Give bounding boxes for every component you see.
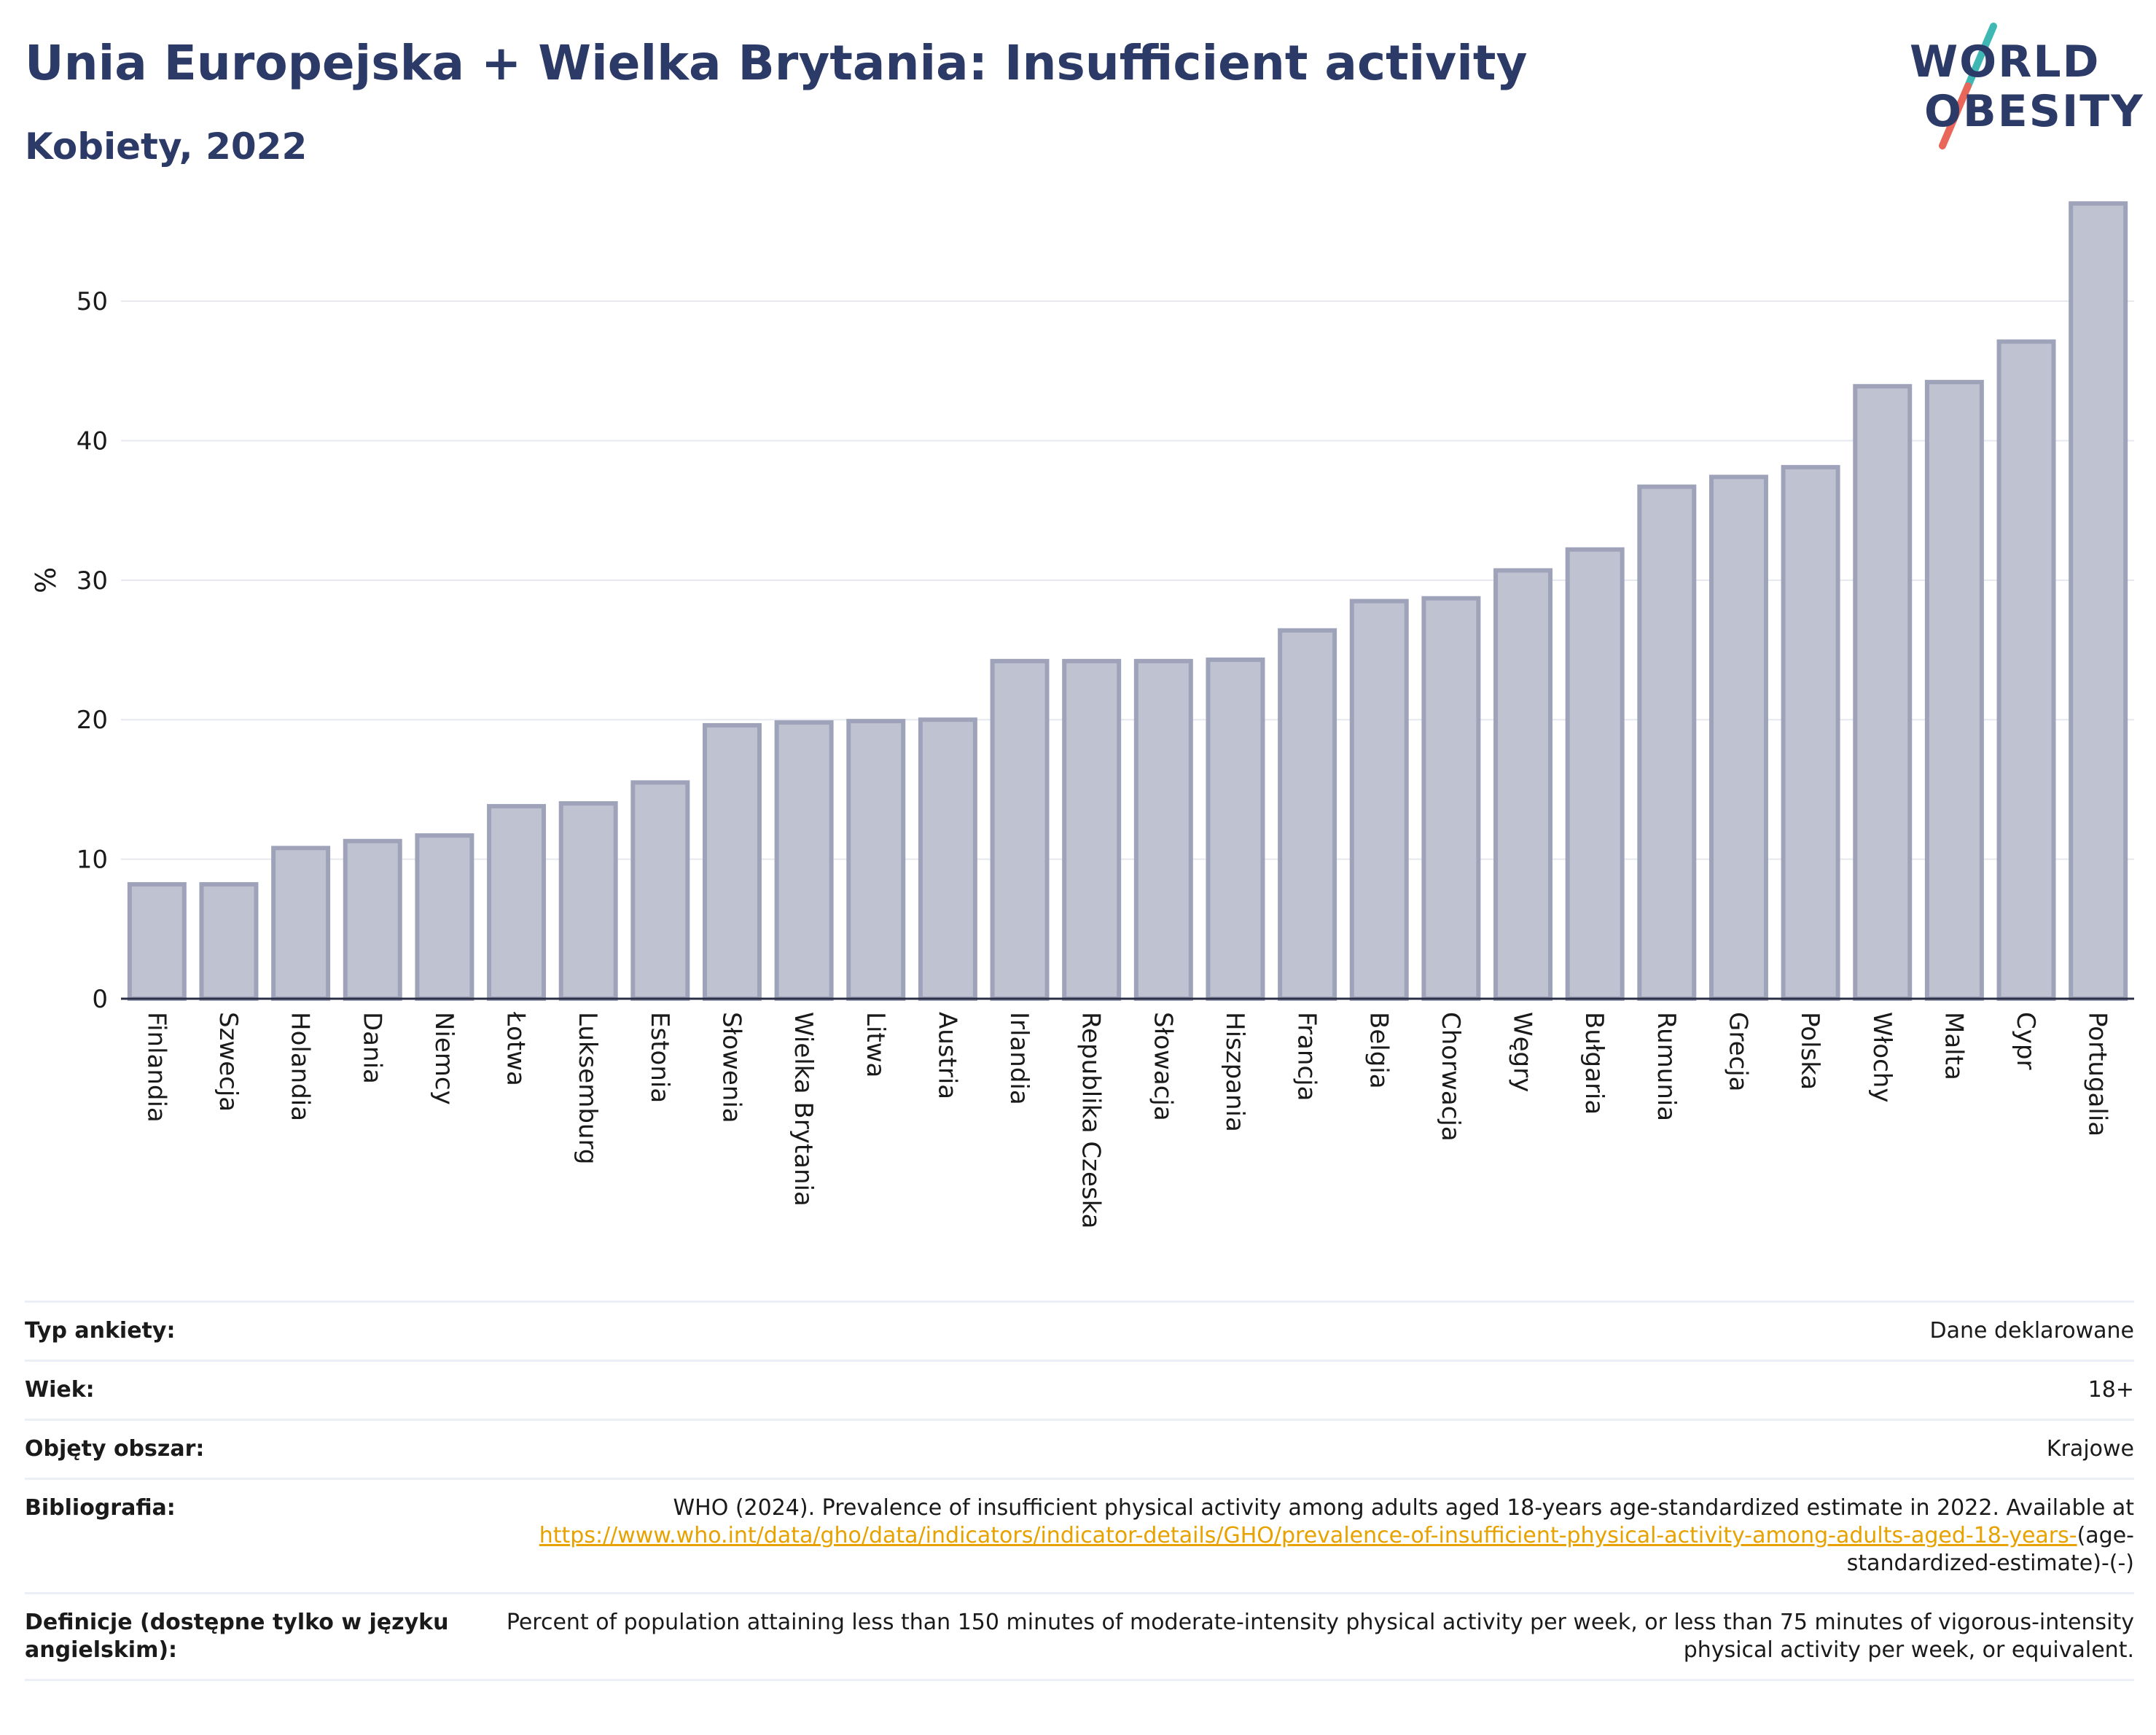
bar <box>127 882 187 1001</box>
y-tick-label: 10 <box>77 846 108 875</box>
x-category-label: Polska <box>1795 1012 1824 1090</box>
metadata-value: Dane deklarowane <box>491 1317 2134 1345</box>
bar <box>558 801 618 1001</box>
metadata-key: Wiek: <box>25 1377 95 1403</box>
metadata-key: Definicje (dostępne tylko w języku angie… <box>25 1610 449 1663</box>
x-category-label: Estonia <box>645 1012 674 1103</box>
bar <box>343 838 402 1002</box>
metadata-value-text: Percent of population attaining less tha… <box>506 1610 2134 1663</box>
bar <box>271 846 331 1002</box>
bar <box>2069 201 2128 1001</box>
x-category-label: Belgia <box>1364 1012 1393 1089</box>
x-category-label: Francja <box>1292 1012 1321 1101</box>
bar <box>846 719 906 1001</box>
x-category-label: Wielka Brytania <box>789 1012 818 1206</box>
metadata-value: 18+ <box>491 1376 2134 1404</box>
metadata-row: Definicje (dostępne tylko w języku angie… <box>25 1592 2134 1681</box>
bar <box>1853 383 1913 1001</box>
x-category-label: Portugalia <box>2083 1012 2112 1136</box>
x-category-label: Łotwa <box>501 1011 531 1086</box>
x-category-label: Słowenia <box>716 1012 746 1123</box>
bar <box>702 722 762 1001</box>
x-category-label: Grecja <box>1723 1012 1752 1091</box>
bar <box>1781 464 1840 1001</box>
world-obesity-logo: WORLD OBESITY <box>1895 20 2143 152</box>
x-category-label: Holandia <box>286 1012 315 1121</box>
metadata-key: Objęty obszar: <box>25 1436 205 1462</box>
metadata-value-text: Dane deklarowane <box>1929 1318 2134 1344</box>
metadata-value: Krajowe <box>491 1435 2134 1463</box>
bar <box>487 803 547 1001</box>
x-category-label: Szwecja <box>214 1012 243 1112</box>
page-subtitle: Kobiety, 2022 <box>25 125 308 168</box>
y-tick-label: 0 <box>92 985 108 1014</box>
x-category-label: Litwa <box>861 1012 890 1077</box>
metadata-row: Bibliografia: WHO (2024). Prevalence of i… <box>25 1478 2134 1592</box>
bar-chart: 0 10 20 30 40 50% Finlandia Szwecja Holandia Dani… <box>30 201 2134 1229</box>
y-tick-label: 50 <box>77 287 108 316</box>
x-category-label: Finlandia <box>141 1012 171 1123</box>
metadata-row: Wiek: 18+ <box>25 1360 2134 1419</box>
metadata-key: Typ ankiety: <box>25 1318 176 1344</box>
x-category-label: Dania <box>357 1012 386 1084</box>
bar <box>1062 658 1122 1001</box>
logo-text-world: WORLD <box>1910 36 2101 87</box>
x-category-label: Republika Czeska <box>1077 1012 1106 1229</box>
y-tick-label: 30 <box>77 566 108 596</box>
bar <box>1924 380 1984 1001</box>
metadata-value-text: WHO (2024). Prevalence of insufficient p… <box>673 1495 2134 1521</box>
bar <box>774 720 834 1001</box>
x-category-label: Cypr <box>2011 1012 2040 1069</box>
x-category-label: Słowacja <box>1148 1012 1177 1121</box>
bar <box>415 833 474 1001</box>
y-tick-label: 20 <box>77 706 108 735</box>
metadata-value-suffix: (age-standardized-estimate)-(-) <box>1846 1523 2134 1576</box>
bar <box>1996 339 2056 1001</box>
bar <box>1421 596 1481 1001</box>
bar <box>918 717 977 1001</box>
bar <box>1565 547 1625 1001</box>
bar <box>1133 658 1193 1001</box>
x-category-label: Hiszpania <box>1220 1012 1249 1132</box>
y-axis-label: % <box>30 567 62 593</box>
metadata-row: Typ ankiety: Dane deklarowane <box>25 1301 2134 1360</box>
logo-text-obesity: OBESITY <box>1924 86 2144 137</box>
bar <box>1637 484 1697 1001</box>
metadata-value: WHO (2024). Prevalence of insufficient p… <box>491 1494 2134 1578</box>
bar <box>1278 628 1337 1001</box>
bar <box>1493 568 1553 1001</box>
metadata-value-text: Krajowe <box>2046 1436 2134 1462</box>
metadata-value-text: 18+ <box>2087 1377 2134 1403</box>
y-tick-label: 40 <box>77 426 108 456</box>
x-category-label: Chorwacja <box>1436 1012 1465 1142</box>
x-category-label: Irlandia <box>1004 1012 1034 1105</box>
x-category-label: Niemcy <box>429 1012 458 1105</box>
x-category-label: Malta <box>1939 1012 1968 1080</box>
bar <box>1206 657 1265 1002</box>
bar <box>1349 599 1409 1001</box>
bar <box>630 780 690 1001</box>
bar <box>990 658 1050 1001</box>
x-category-label: Bułgaria <box>1579 1012 1609 1115</box>
x-category-label: Austria <box>932 1012 961 1099</box>
x-category-label: Włochy <box>1867 1012 1897 1102</box>
x-category-label: Luksemburg <box>573 1012 602 1164</box>
metadata-row: Objęty obszar: Krajowe <box>25 1419 2134 1478</box>
page-title: Unia Europejska + Wielka Brytania: Insuf… <box>25 35 1528 91</box>
bar <box>1708 475 1768 1001</box>
metadata-value: Percent of population attaining less tha… <box>491 1609 2134 1664</box>
bibliography-link[interactable]: https://www.who.int/data/gho/data/indica… <box>539 1523 2077 1548</box>
logo-slash-icon <box>1939 23 1997 149</box>
x-category-label: Węgry <box>1508 1012 1537 1092</box>
x-category-label: Rumunia <box>1652 1012 1681 1121</box>
bar <box>199 882 259 1001</box>
metadata-table: Typ ankiety: Dane deklarowane Wiek: 18+ Obję… <box>25 1301 2134 1681</box>
metadata-key: Bibliografia: <box>25 1495 176 1521</box>
